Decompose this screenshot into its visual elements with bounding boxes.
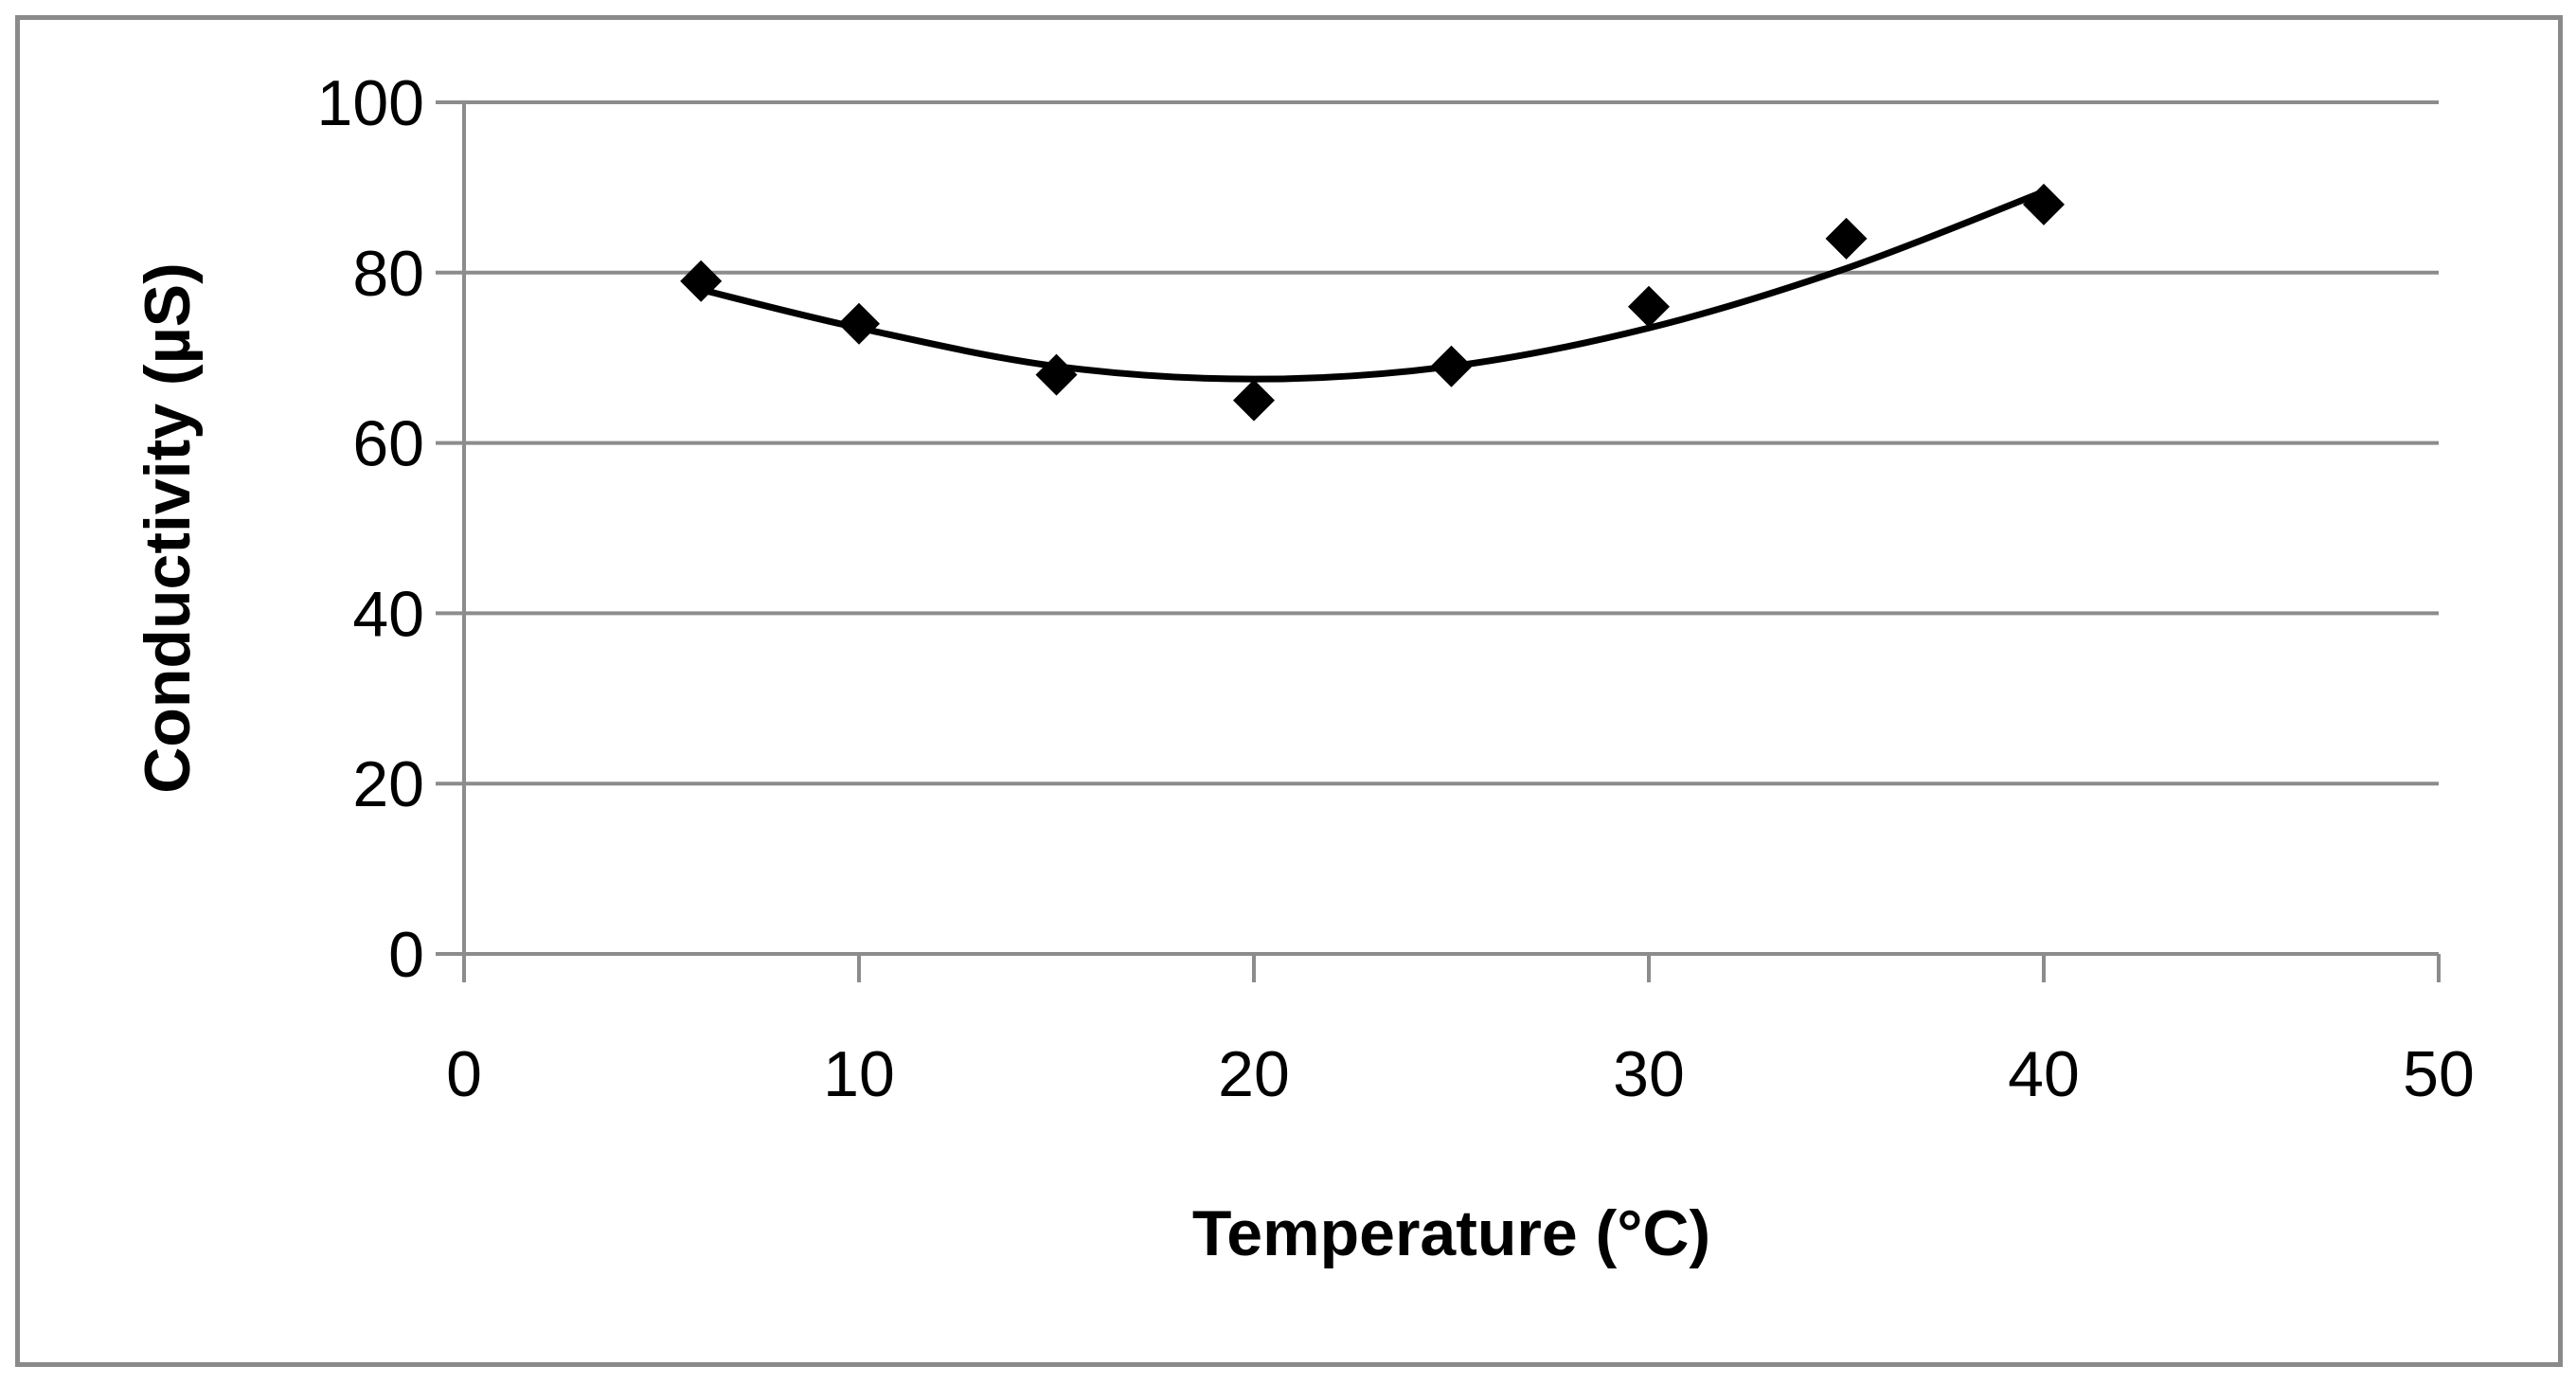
gridlines — [464, 100, 2439, 786]
x-tick-label: 30 — [1613, 1038, 1685, 1110]
data-points — [680, 183, 2065, 422]
chart-frame — [15, 15, 2563, 1367]
x-tick-label: 10 — [823, 1038, 895, 1110]
y-tick-labels: 0 20 40 60 80 100 — [317, 67, 424, 991]
trendline — [697, 188, 2048, 383]
data-point-diamond — [1035, 353, 1078, 396]
x-tick-label: 20 — [1218, 1038, 1290, 1110]
y-tick-label: 100 — [317, 67, 424, 139]
data-point-diamond — [1430, 345, 1473, 387]
y-tick-label: 20 — [352, 748, 424, 820]
data-point-diamond — [1825, 217, 1868, 260]
data-point-diamond — [838, 302, 880, 345]
x-tick-label: 0 — [446, 1038, 482, 1110]
y-tick-label: 40 — [352, 578, 424, 650]
y-tick-label: 80 — [352, 238, 424, 310]
data-point-diamond — [680, 260, 723, 302]
x-axis-title: Temperature (°C) — [1192, 1197, 1710, 1269]
y-axis-title: Conductivity (µS) — [132, 262, 204, 794]
trendline-group — [697, 188, 2048, 383]
x-tick-label: 40 — [2008, 1038, 2080, 1110]
data-point-diamond — [1628, 285, 1670, 328]
y-tick-label: 0 — [388, 919, 424, 991]
data-point-diamond — [2023, 183, 2065, 225]
x-tick-labels: 0 10 20 30 40 50 — [446, 1038, 2475, 1110]
y-tick-label: 60 — [352, 408, 424, 480]
data-point-diamond — [1233, 379, 1275, 422]
x-tick-label: 50 — [2403, 1038, 2475, 1110]
axes — [436, 100, 2441, 982]
